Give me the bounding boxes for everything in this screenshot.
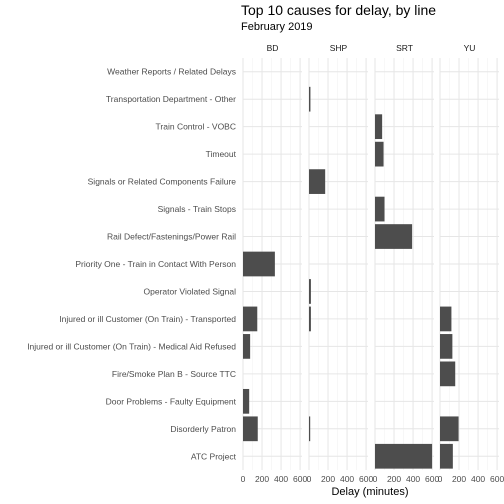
y-tick-label: Door Problems - Faulty Equipment <box>106 396 237 406</box>
x-tick-label: 0 <box>373 474 378 484</box>
bar-yu-9 <box>440 306 452 332</box>
bar-yu-14 <box>440 443 453 469</box>
bar-srt-5 <box>375 196 385 222</box>
bar-bd-12 <box>243 388 250 414</box>
x-tick-label: 600 <box>425 474 439 484</box>
y-tick-label: Injured or ill Customer (On Train) - Med… <box>27 341 236 351</box>
bar-srt-6 <box>375 224 413 249</box>
y-tick-label: Operator Violated Signal <box>144 286 237 296</box>
x-tick-label: 600 <box>359 474 373 484</box>
bar-shp-1 <box>309 86 311 112</box>
x-tick-label: 0 <box>438 474 443 484</box>
x-tick-label: 200 <box>387 474 401 484</box>
x-axis-label: Delay (minutes) <box>331 486 409 498</box>
x-tick-label: 400 <box>340 474 354 484</box>
chart-title: Top 10 causes for delay, by line <box>241 2 437 18</box>
y-tick-label: Disorderly Patron <box>170 424 236 434</box>
y-tick-label: ATC Project <box>191 451 237 461</box>
bar-bd-10 <box>243 334 251 359</box>
y-tick-label: Train Control - VOBC <box>156 122 236 132</box>
bar-srt-2 <box>375 114 383 140</box>
x-tick-label: 400 <box>471 474 485 484</box>
bar-shp-13 <box>309 416 311 442</box>
bar-shp-8 <box>309 279 311 304</box>
y-tick-label: Timeout <box>206 149 237 159</box>
x-tick-label: 400 <box>274 474 288 484</box>
y-tick-label: Injured or ill Customer (On Train) - Tra… <box>59 314 236 324</box>
x-tick-label: 200 <box>255 474 269 484</box>
bar-srt-14 <box>375 443 433 469</box>
facet-label-shp: SHP <box>330 43 348 53</box>
x-tick-label: 400 <box>406 474 420 484</box>
x-tick-label: 600 <box>293 474 307 484</box>
x-tick-label: 600 <box>490 474 504 484</box>
bar-srt-3 <box>375 141 384 167</box>
bar-bd-13 <box>243 416 258 442</box>
chart-subtitle: February 2019 <box>241 21 313 33</box>
facet-label-srt: SRT <box>396 43 413 53</box>
bar-bd-9 <box>243 306 258 332</box>
facet-label-bd: BD <box>267 43 279 53</box>
bar-shp-9 <box>309 306 311 332</box>
y-tick-label: Priority One - Train in Contact With Per… <box>75 259 236 269</box>
bar-bd-7 <box>243 251 275 277</box>
bar-yu-10 <box>440 334 453 359</box>
bar-yu-13 <box>440 416 459 442</box>
facet-label-yu: YU <box>464 43 476 53</box>
y-tick-label: Weather Reports / Related Delays <box>107 67 236 77</box>
y-tick-label: Transportation Department - Other <box>106 94 236 104</box>
y-tick-label: Fire/Smoke Plan B - Source TTC <box>112 369 236 379</box>
x-tick-label: 200 <box>321 474 335 484</box>
x-tick-label: 0 <box>241 474 246 484</box>
bar-yu-11 <box>440 361 456 387</box>
x-tick-label: 200 <box>452 474 466 484</box>
y-tick-label: Signals or Related Components Failure <box>88 177 237 187</box>
bar-shp-4 <box>309 169 326 194</box>
y-tick-label: Signals - Train Stops <box>158 204 236 214</box>
y-tick-label: Rail Defect/Fastenings/Power Rail <box>107 232 236 242</box>
x-tick-label: 0 <box>307 474 312 484</box>
